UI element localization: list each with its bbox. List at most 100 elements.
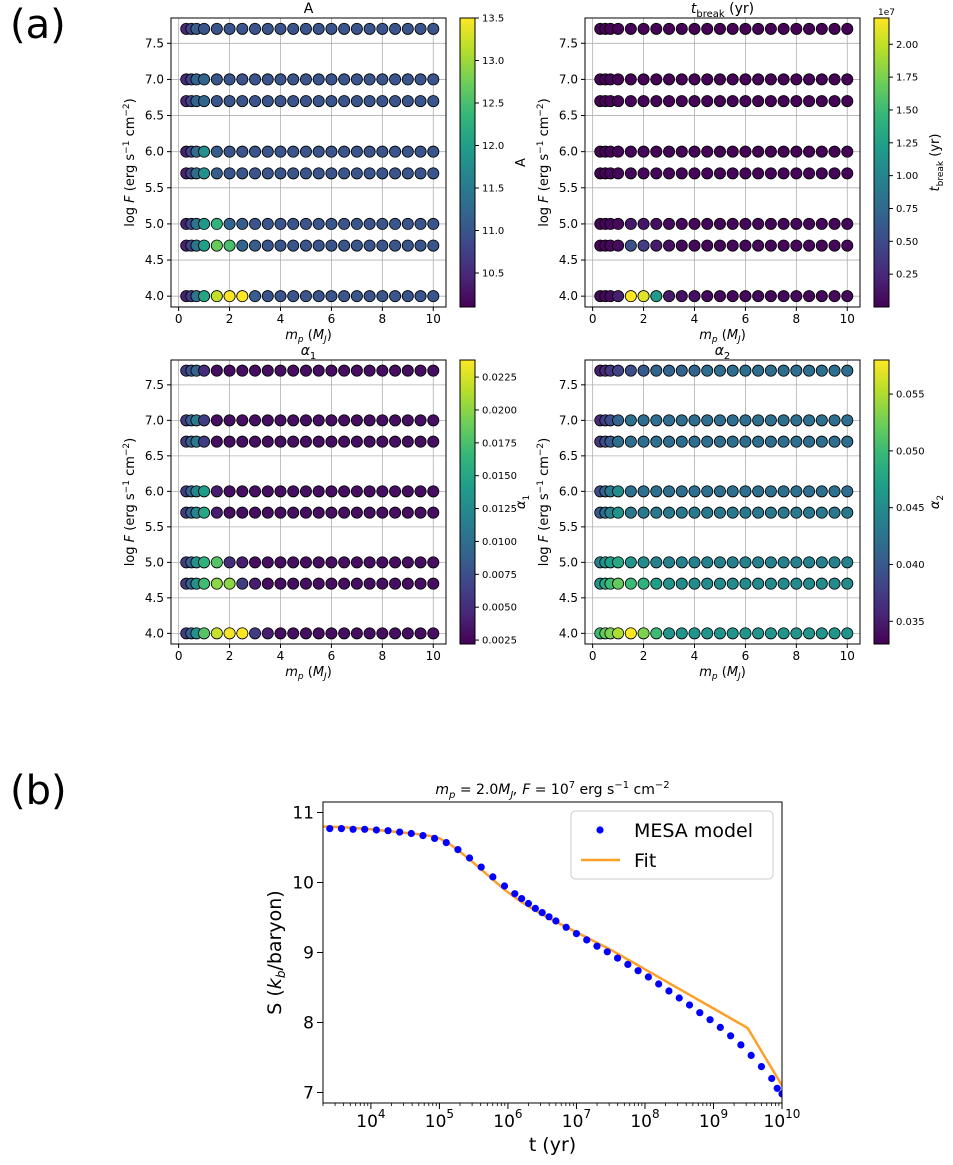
data-point bbox=[663, 95, 676, 108]
data-point bbox=[389, 556, 402, 569]
data-point bbox=[427, 627, 440, 640]
data-point bbox=[223, 167, 236, 180]
data-point bbox=[739, 556, 752, 569]
data-point bbox=[210, 485, 223, 498]
model-point bbox=[655, 980, 663, 988]
data-point bbox=[363, 217, 376, 230]
data-point bbox=[663, 435, 676, 448]
data-point bbox=[249, 506, 262, 519]
data-point bbox=[726, 22, 739, 35]
data-point bbox=[841, 167, 854, 180]
data-point bbox=[739, 73, 752, 86]
data-point bbox=[312, 414, 325, 427]
data-point bbox=[198, 22, 211, 35]
data-point bbox=[325, 435, 338, 448]
data-point bbox=[389, 145, 402, 158]
data-point bbox=[637, 239, 650, 252]
data-point bbox=[312, 627, 325, 640]
data-point bbox=[764, 145, 777, 158]
data-point bbox=[701, 435, 714, 448]
y-tick-label: 7.0 bbox=[145, 72, 164, 86]
data-point bbox=[701, 506, 714, 519]
data-point bbox=[287, 290, 300, 303]
model-point bbox=[442, 839, 450, 847]
data-point bbox=[828, 22, 841, 35]
data-point bbox=[790, 485, 803, 498]
data-point bbox=[363, 506, 376, 519]
data-point bbox=[764, 217, 777, 230]
x-tick-label: 4 bbox=[277, 312, 285, 326]
data-point bbox=[427, 95, 440, 108]
data-point bbox=[612, 414, 625, 427]
data-point bbox=[376, 290, 389, 303]
model-point bbox=[773, 1084, 781, 1092]
data-point bbox=[612, 364, 625, 377]
colorbar-label: A bbox=[514, 158, 529, 167]
colorbar: 0.25 0.50 0.75 1.00 1.25 1.50 1.75 2.00 1e7 tbrea… bbox=[873, 8, 946, 308]
data-point bbox=[713, 95, 726, 108]
data-point bbox=[752, 506, 765, 519]
x-tick-label: 8 bbox=[793, 312, 801, 326]
data-point bbox=[376, 414, 389, 427]
data-point bbox=[713, 435, 726, 448]
colorbar-tick-label: 0.055 bbox=[896, 390, 925, 401]
data-point bbox=[752, 145, 765, 158]
x-tick-label: 8 bbox=[379, 312, 387, 326]
y-tick-label: 7.0 bbox=[145, 413, 164, 427]
x-tick-label: 1010 bbox=[764, 1107, 801, 1132]
data-point bbox=[726, 167, 739, 180]
x-tick-label: 0 bbox=[175, 312, 183, 326]
data-point bbox=[261, 217, 274, 230]
data-point bbox=[726, 627, 739, 640]
data-point bbox=[274, 239, 287, 252]
axes-frame bbox=[584, 359, 861, 645]
data-point bbox=[223, 506, 236, 519]
data-point bbox=[363, 485, 376, 498]
colorbar-tick-label: 0.0200 bbox=[482, 405, 517, 416]
data-point bbox=[325, 145, 338, 158]
data-point bbox=[790, 435, 803, 448]
data-point bbox=[325, 22, 338, 35]
data-point bbox=[427, 145, 440, 158]
data-point bbox=[223, 627, 236, 640]
colorbar-tick-label: 0.0225 bbox=[482, 373, 517, 384]
data-point bbox=[624, 556, 637, 569]
model-point bbox=[644, 973, 652, 981]
data-point bbox=[815, 485, 828, 498]
colorbar-tick-label: 0.0150 bbox=[482, 471, 517, 482]
data-point bbox=[312, 239, 325, 252]
data-point bbox=[363, 239, 376, 252]
model-point bbox=[531, 904, 539, 913]
model-point bbox=[552, 917, 560, 925]
data-point bbox=[363, 290, 376, 303]
axes-frame bbox=[170, 359, 447, 645]
data-point bbox=[210, 435, 223, 448]
data-point bbox=[713, 627, 726, 640]
data-point bbox=[401, 239, 414, 252]
data-point bbox=[675, 506, 688, 519]
data-point bbox=[414, 145, 427, 158]
data-point bbox=[401, 73, 414, 86]
data-point bbox=[427, 290, 440, 303]
data-point bbox=[389, 22, 402, 35]
colorbar-tick-label: 0.035 bbox=[896, 617, 925, 628]
data-point bbox=[236, 506, 249, 519]
data-point bbox=[350, 435, 363, 448]
data-point bbox=[363, 145, 376, 158]
data-point bbox=[274, 73, 287, 86]
data-point bbox=[236, 290, 249, 303]
data-point bbox=[612, 627, 625, 640]
data-point bbox=[815, 577, 828, 590]
data-point bbox=[624, 627, 637, 640]
model-point bbox=[384, 827, 392, 835]
data-point bbox=[701, 95, 714, 108]
data-point bbox=[401, 217, 414, 230]
data-point bbox=[261, 145, 274, 158]
data-point bbox=[726, 73, 739, 86]
data-point bbox=[325, 239, 338, 252]
data-point bbox=[675, 95, 688, 108]
data-point bbox=[401, 435, 414, 448]
data-point bbox=[299, 95, 312, 108]
model-point bbox=[538, 909, 546, 917]
data-point bbox=[287, 95, 300, 108]
